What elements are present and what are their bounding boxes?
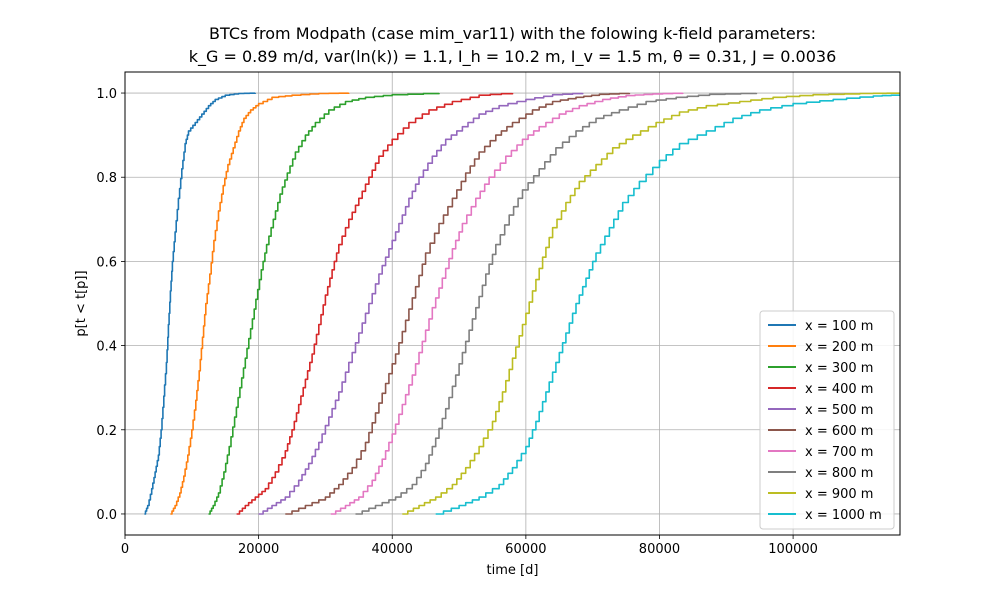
x-ticks: 0 20000 40000 60000 80000 100000	[121, 535, 818, 557]
x-tick-label: 40000	[372, 542, 413, 557]
legend-entry: x = 100 m	[805, 319, 873, 334]
legend-entry: x = 300 m	[805, 361, 873, 376]
series-line-9	[402, 92, 900, 515]
y-tick-label: 0.4	[96, 340, 117, 355]
series-line-4	[236, 92, 514, 515]
x-axis-label: time [d]	[487, 563, 539, 578]
series-lines	[144, 92, 900, 515]
x-tick-label: 0	[121, 542, 129, 557]
series-line-3	[208, 92, 440, 515]
series-line-8	[355, 92, 758, 515]
y-tick-label: 0.0	[96, 508, 117, 523]
series-line-1	[144, 92, 257, 515]
y-axis-label: p[t < t[p]]	[74, 270, 89, 336]
series-line-5	[258, 92, 584, 515]
chart-subtitle: k_G = 0.89 m/d, var(ln(k)) = 1.1, I_h = …	[188, 47, 837, 66]
series-line-7	[330, 92, 684, 515]
legend-entry: x = 700 m	[805, 445, 873, 460]
y-ticks: 0.0 0.2 0.4 0.6 0.8 1.0	[96, 87, 125, 523]
x-tick-label: 80000	[639, 542, 680, 557]
y-tick-label: 0.6	[96, 255, 117, 270]
y-tick-label: 1.0	[96, 87, 117, 102]
plot-frame	[124, 71, 901, 536]
x-tick-label: 20000	[238, 542, 279, 557]
x-tick-label: 60000	[505, 542, 546, 557]
legend-entry: x = 500 m	[805, 403, 873, 418]
y-tick-label: 0.2	[96, 424, 117, 439]
x-tick-label: 100000	[768, 542, 818, 557]
legend-entry: x = 800 m	[805, 466, 873, 481]
series-line-6	[285, 92, 631, 515]
legend-entry: x = 200 m	[805, 340, 873, 355]
legend-entry: x = 400 m	[805, 382, 873, 397]
series-line-10	[435, 94, 900, 515]
legend-entry: x = 600 m	[805, 424, 873, 439]
series-line-2	[170, 92, 350, 515]
chart-title: BTCs from Modpath (case mim_var11) with …	[209, 24, 816, 43]
legend-entry: x = 900 m	[805, 487, 873, 502]
legend-entry: x = 1000 m	[805, 508, 882, 523]
y-tick-label: 0.8	[96, 171, 117, 186]
legend-box	[759, 310, 895, 530]
legend: x = 100 m x = 200 m x = 300 m x = 400 m x = …	[759, 310, 895, 530]
